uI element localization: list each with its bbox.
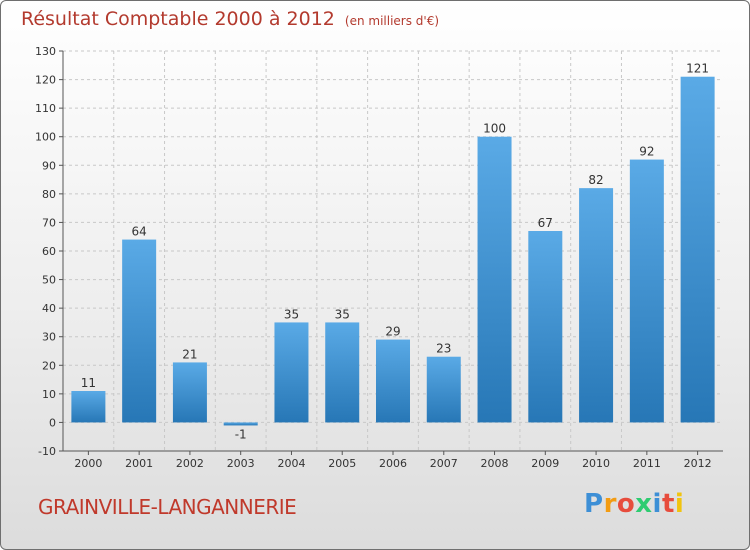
- value-label-2010: 82: [588, 173, 603, 187]
- value-label-2000: 11: [81, 376, 96, 390]
- y-tick-label: 80: [42, 188, 56, 201]
- x-tick-label: 2002: [176, 457, 204, 470]
- x-tick-label: 2004: [277, 457, 305, 470]
- x-tick-label: 2010: [582, 457, 610, 470]
- x-tick-label: 2003: [227, 457, 255, 470]
- logo-letter: i: [674, 489, 685, 519]
- y-tick-label: 70: [42, 216, 56, 229]
- logo-letter: o: [616, 489, 636, 519]
- logo-letter: r: [603, 489, 617, 519]
- value-label-2009: 67: [538, 216, 553, 230]
- bar-2006: [376, 339, 410, 423]
- y-tick-label: 120: [35, 74, 56, 87]
- x-tick-label: 2001: [125, 457, 153, 470]
- value-label-2005: 35: [335, 307, 350, 321]
- x-tick-label: 2006: [379, 457, 407, 470]
- proxiti-logo[interactable]: Proxiti: [584, 489, 684, 519]
- x-tick-label: 2005: [328, 457, 356, 470]
- value-label-2003: -1: [235, 427, 247, 441]
- bar-2009: [528, 231, 563, 423]
- y-tick-label: 20: [42, 359, 56, 372]
- value-label-2011: 92: [639, 145, 654, 159]
- bar-2003: [223, 422, 258, 426]
- x-tick-label: 2008: [481, 457, 509, 470]
- value-label-2006: 29: [385, 325, 400, 339]
- y-tick-label: -10: [38, 445, 56, 458]
- value-label-2002: 21: [182, 347, 197, 361]
- bar-2004: [274, 322, 309, 423]
- bar-2001: [122, 239, 157, 423]
- bar-2010: [579, 188, 614, 423]
- value-label-2001: 64: [132, 225, 147, 239]
- bar-2005: [325, 322, 360, 423]
- commune-name: GRAINVILLE-LANGANNERIE: [38, 495, 297, 519]
- x-tick-label: 2011: [633, 457, 661, 470]
- y-tick-label: 100: [35, 131, 56, 144]
- logo-letter: x: [635, 489, 653, 519]
- bar-2008: [477, 136, 512, 423]
- y-tick-label: 0: [49, 416, 56, 429]
- bar-2002: [172, 362, 207, 423]
- logo-letter: i: [652, 489, 662, 519]
- title-row: Résultat Comptable 2000 à 2012 (en millie…: [21, 8, 439, 30]
- y-tick-label: 90: [42, 159, 56, 172]
- y-tick-label: 130: [35, 45, 56, 58]
- bar-2000: [71, 391, 106, 423]
- chart-title: Résultat Comptable 2000 à 2012: [21, 8, 335, 30]
- bar-2007: [426, 356, 461, 423]
- y-tick-label: 60: [42, 245, 56, 258]
- bar-2012: [680, 76, 715, 423]
- x-tick-label: 2012: [684, 457, 712, 470]
- y-tick-label: 50: [42, 274, 56, 287]
- logo-letter: P: [584, 489, 604, 519]
- chart-subtitle: (en milliers d'€): [344, 14, 440, 28]
- y-tick-label: 30: [42, 331, 56, 344]
- value-label-2012: 121: [686, 62, 709, 76]
- value-label-2004: 35: [284, 307, 299, 321]
- y-tick-label: 10: [42, 388, 56, 401]
- x-tick-label: 2009: [531, 457, 559, 470]
- value-label-2007: 23: [436, 342, 451, 356]
- x-tick-label: 2000: [74, 457, 102, 470]
- logo-letter: t: [661, 489, 675, 519]
- value-label-2008: 100: [483, 122, 506, 136]
- y-tick-label: 110: [35, 102, 56, 115]
- bar-2011: [629, 159, 664, 423]
- y-tick-label: 40: [42, 302, 56, 315]
- x-tick-label: 2007: [430, 457, 458, 470]
